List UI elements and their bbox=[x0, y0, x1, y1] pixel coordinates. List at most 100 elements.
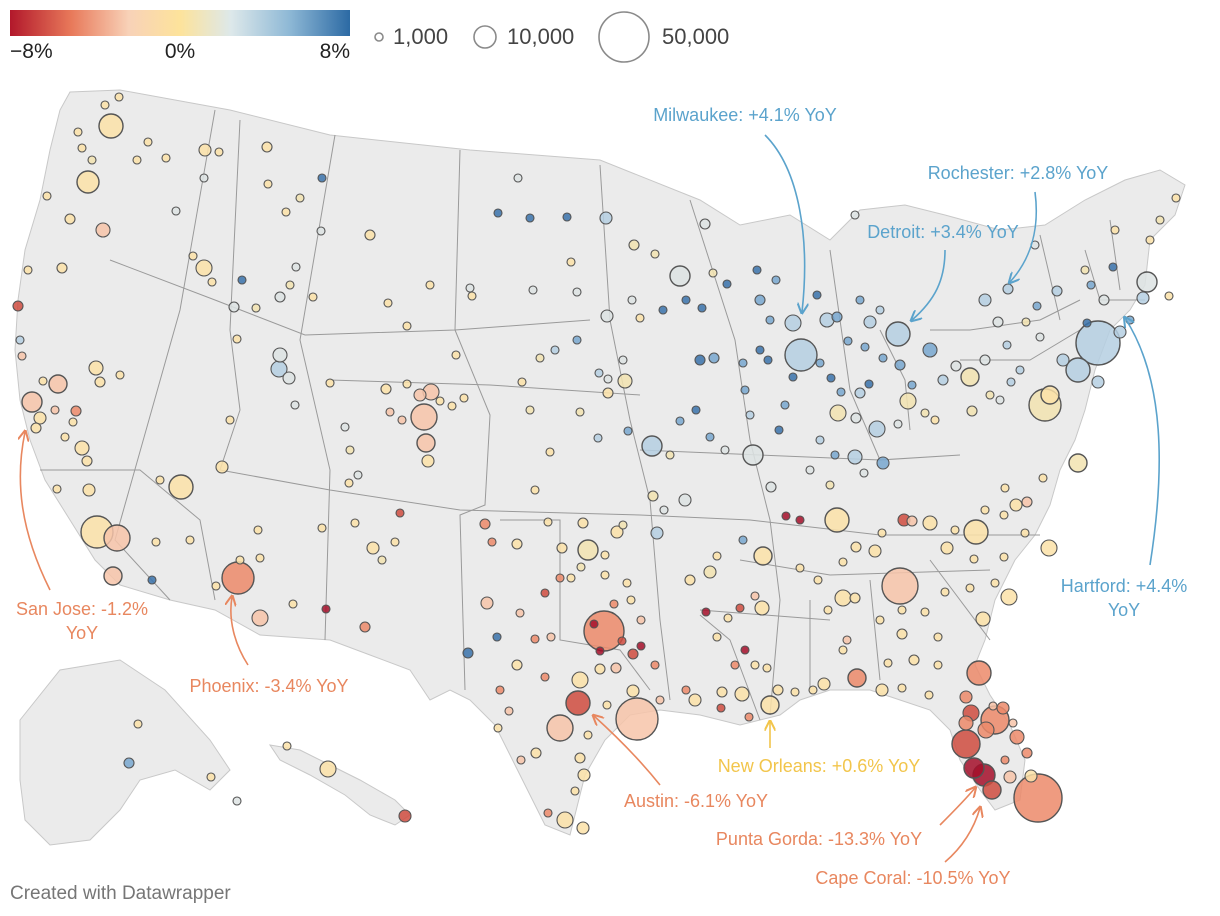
metro-bubble[interactable] bbox=[603, 374, 613, 384]
metro-bubble[interactable] bbox=[600, 550, 610, 560]
metro-bubble[interactable] bbox=[60, 432, 70, 442]
metro-bubble[interactable] bbox=[691, 405, 701, 415]
metro-bubble[interactable] bbox=[565, 690, 591, 716]
metro-bubble[interactable] bbox=[762, 663, 772, 673]
metro-bubble[interactable] bbox=[628, 239, 640, 251]
metro-bubble[interactable] bbox=[963, 519, 989, 545]
metro-bubble[interactable] bbox=[850, 541, 862, 553]
metro-bubble[interactable] bbox=[825, 480, 835, 490]
metro-bubble[interactable] bbox=[540, 588, 550, 598]
metro-bubble[interactable] bbox=[795, 563, 805, 573]
metro-bubble[interactable] bbox=[784, 338, 818, 372]
metro-bubble[interactable] bbox=[421, 454, 435, 468]
metro-bubble[interactable] bbox=[195, 259, 213, 277]
metro-bubble[interactable] bbox=[64, 213, 76, 225]
metro-bubble[interactable] bbox=[626, 684, 640, 698]
metro-bubble[interactable] bbox=[922, 515, 938, 531]
metro-bubble[interactable] bbox=[966, 405, 978, 417]
metro-bubble[interactable] bbox=[199, 173, 209, 183]
metro-bubble[interactable] bbox=[1051, 285, 1063, 297]
metro-bubble[interactable] bbox=[908, 654, 920, 666]
metro-bubble[interactable] bbox=[849, 592, 861, 604]
metro-bubble[interactable] bbox=[435, 396, 445, 406]
metro-bubble[interactable] bbox=[836, 387, 846, 397]
metro-bubble[interactable] bbox=[459, 393, 469, 403]
metro-bubble[interactable] bbox=[975, 611, 991, 627]
metro-bubble[interactable] bbox=[893, 419, 903, 429]
metro-bubble[interactable] bbox=[228, 301, 240, 313]
metro-bubble[interactable] bbox=[655, 695, 665, 705]
metro-bubble[interactable] bbox=[576, 821, 590, 835]
metro-bubble[interactable] bbox=[308, 292, 318, 302]
metro-bubble[interactable] bbox=[513, 173, 523, 183]
metro-bubble[interactable] bbox=[570, 786, 580, 796]
metro-bubble[interactable] bbox=[255, 553, 265, 563]
metro-bubble[interactable] bbox=[996, 701, 1010, 715]
metro-bubble[interactable] bbox=[1009, 498, 1023, 512]
metro-bubble[interactable] bbox=[1013, 773, 1063, 823]
metro-bubble[interactable] bbox=[480, 596, 494, 610]
metro-bubble[interactable] bbox=[617, 373, 633, 389]
metro-bubble[interactable] bbox=[198, 143, 212, 157]
metro-bubble[interactable] bbox=[788, 372, 798, 382]
metro-bubble[interactable] bbox=[550, 345, 560, 355]
metro-bubble[interactable] bbox=[1000, 588, 1018, 606]
metro-bubble[interactable] bbox=[185, 535, 195, 545]
metro-bubble[interactable] bbox=[708, 352, 720, 364]
metro-bubble[interactable] bbox=[225, 415, 235, 425]
metro-bubble[interactable] bbox=[622, 578, 632, 588]
metro-bubble[interactable] bbox=[402, 321, 412, 331]
metro-bubble[interactable] bbox=[951, 729, 981, 759]
metro-bubble[interactable] bbox=[1136, 271, 1158, 293]
metro-bubble[interactable] bbox=[540, 672, 550, 682]
metro-bubble[interactable] bbox=[933, 632, 943, 642]
metro-bubble[interactable] bbox=[594, 368, 604, 378]
metro-bubble[interactable] bbox=[930, 415, 940, 425]
metro-bubble[interactable] bbox=[261, 141, 273, 153]
metro-bubble[interactable] bbox=[467, 291, 477, 301]
metro-bubble[interactable] bbox=[115, 370, 125, 380]
metro-bubble[interactable] bbox=[735, 603, 745, 613]
metro-bubble[interactable] bbox=[555, 573, 565, 583]
metro-bubble[interactable] bbox=[221, 561, 255, 595]
metro-bubble[interactable] bbox=[100, 100, 110, 110]
metro-bubble[interactable] bbox=[876, 456, 890, 470]
metro-bubble[interactable] bbox=[877, 528, 887, 538]
metro-bubble[interactable] bbox=[817, 677, 831, 691]
metro-bubble[interactable] bbox=[859, 468, 869, 478]
metro-bubble[interactable] bbox=[1009, 729, 1025, 745]
metro-bubble[interactable] bbox=[285, 280, 295, 290]
metro-bubble[interactable] bbox=[237, 275, 247, 285]
metro-bubble[interactable] bbox=[623, 426, 633, 436]
metro-bubble[interactable] bbox=[576, 562, 586, 572]
metro-bubble[interactable] bbox=[1002, 283, 1014, 295]
metro-bubble[interactable] bbox=[556, 811, 574, 829]
metro-bubble[interactable] bbox=[577, 517, 589, 529]
metro-bubble[interactable] bbox=[924, 690, 934, 700]
metro-bubble[interactable] bbox=[1091, 375, 1105, 389]
metro-bubble[interactable] bbox=[566, 573, 576, 583]
metro-bubble[interactable] bbox=[1000, 483, 1010, 493]
metro-bubble[interactable] bbox=[281, 207, 291, 217]
metro-bubble[interactable] bbox=[48, 374, 68, 394]
metro-bubble[interactable] bbox=[95, 222, 111, 238]
metro-bubble[interactable] bbox=[813, 575, 823, 585]
metro-bubble[interactable] bbox=[515, 608, 525, 618]
metro-bubble[interactable] bbox=[985, 390, 995, 400]
metro-bubble[interactable] bbox=[317, 173, 327, 183]
metro-bubble[interactable] bbox=[530, 485, 540, 495]
metro-bubble[interactable] bbox=[132, 155, 142, 165]
metro-bubble[interactable] bbox=[528, 285, 538, 295]
metro-bubble[interactable] bbox=[959, 690, 973, 704]
metro-bubble[interactable] bbox=[982, 780, 1002, 800]
metro-bubble[interactable] bbox=[647, 490, 659, 502]
metro-bubble[interactable] bbox=[517, 377, 527, 387]
metro-bubble[interactable] bbox=[1164, 291, 1174, 301]
metro-bubble[interactable] bbox=[863, 315, 877, 329]
metro-bubble[interactable] bbox=[907, 380, 917, 390]
metro-bubble[interactable] bbox=[359, 621, 371, 633]
metro-bubble[interactable] bbox=[1024, 769, 1038, 783]
metro-bubble[interactable] bbox=[977, 721, 995, 739]
metro-bubble[interactable] bbox=[720, 445, 730, 455]
metro-bubble[interactable] bbox=[875, 683, 889, 697]
